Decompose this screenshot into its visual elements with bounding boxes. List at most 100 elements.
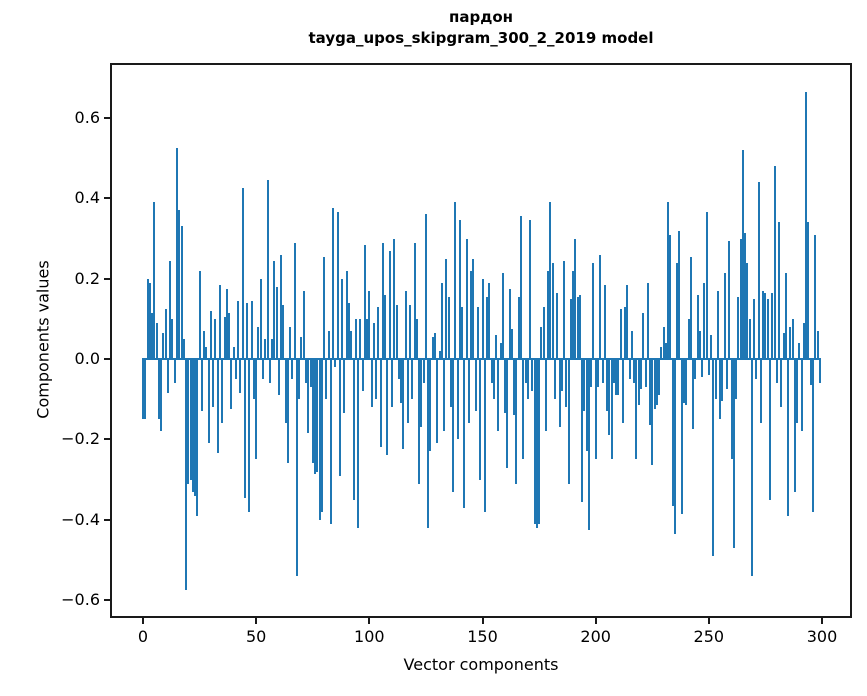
bar (293, 242, 296, 359)
bar (334, 359, 337, 367)
bar (764, 292, 767, 359)
bar (223, 316, 226, 359)
bar (323, 256, 326, 359)
bar (759, 359, 762, 424)
bar (723, 272, 726, 359)
bar (173, 359, 176, 384)
bar (753, 298, 756, 360)
bar (230, 359, 233, 410)
bar (755, 359, 758, 380)
bar (178, 210, 181, 359)
bar (325, 359, 328, 400)
bar (569, 298, 572, 360)
bar (486, 296, 488, 359)
bar (232, 346, 235, 359)
bar (748, 318, 751, 359)
bar (612, 359, 615, 384)
bar (250, 300, 253, 359)
bar (384, 294, 387, 359)
bar (739, 238, 742, 359)
bar (316, 359, 319, 472)
bar (796, 359, 799, 424)
bar (191, 359, 194, 492)
bar (452, 359, 455, 492)
bar (329, 359, 332, 524)
bar (415, 318, 418, 359)
bar (209, 310, 212, 359)
bar (757, 182, 760, 359)
bar (166, 359, 169, 394)
bar (583, 359, 586, 412)
bar (553, 359, 556, 400)
bars-area (110, 63, 852, 618)
bar (307, 359, 310, 434)
bar (175, 148, 178, 359)
bar (264, 338, 267, 359)
bar (499, 342, 502, 359)
chart-title-block: пардон tayga_upos_skipgram_300_2_2019 mo… (110, 7, 852, 49)
bar (234, 359, 237, 380)
x-tick (821, 618, 823, 624)
bar (802, 322, 805, 359)
bar (400, 359, 402, 404)
bar (730, 359, 733, 460)
bar (504, 359, 507, 414)
bar (628, 359, 631, 380)
bar (427, 359, 430, 528)
bar (782, 332, 785, 359)
bar (664, 342, 667, 359)
bar (395, 304, 398, 359)
bar (592, 262, 595, 359)
bar (463, 359, 466, 508)
bar (542, 306, 545, 359)
bar (479, 359, 482, 480)
bar (768, 359, 771, 500)
bar (434, 332, 436, 359)
bar (728, 240, 731, 359)
bar (381, 242, 384, 359)
bar (354, 318, 357, 359)
x-tick-label: 300 (806, 627, 838, 646)
bar (454, 202, 457, 359)
y-tick (104, 117, 110, 119)
bar (526, 359, 529, 400)
bar (298, 359, 301, 400)
y-tick-label: 0.4 (74, 188, 100, 208)
y-tick (104, 277, 110, 280)
bar (807, 222, 810, 359)
bar (169, 260, 172, 359)
bar (653, 359, 656, 410)
bar (189, 359, 192, 480)
bar (608, 359, 611, 436)
bar (694, 359, 697, 380)
bar (544, 359, 547, 432)
bar (483, 359, 486, 512)
bar (594, 359, 597, 460)
bar (411, 359, 414, 400)
bar (295, 359, 298, 576)
bar (662, 326, 665, 359)
bar (372, 322, 375, 359)
bar (606, 359, 608, 412)
bar (549, 202, 552, 359)
bar (497, 359, 500, 432)
bar (488, 282, 491, 359)
bar (811, 359, 814, 512)
bar (533, 359, 536, 524)
bar (531, 359, 534, 392)
bar (687, 318, 690, 359)
bar (689, 256, 692, 359)
bar (447, 296, 450, 359)
bar (146, 278, 149, 359)
bar (185, 359, 187, 590)
bar (350, 330, 353, 359)
bar (678, 230, 681, 359)
bar (243, 359, 246, 498)
bar (809, 359, 812, 386)
bar (216, 359, 219, 454)
bar (404, 290, 407, 359)
bar (658, 359, 660, 396)
bar (735, 359, 737, 400)
bar (538, 359, 541, 524)
bar (153, 202, 156, 359)
